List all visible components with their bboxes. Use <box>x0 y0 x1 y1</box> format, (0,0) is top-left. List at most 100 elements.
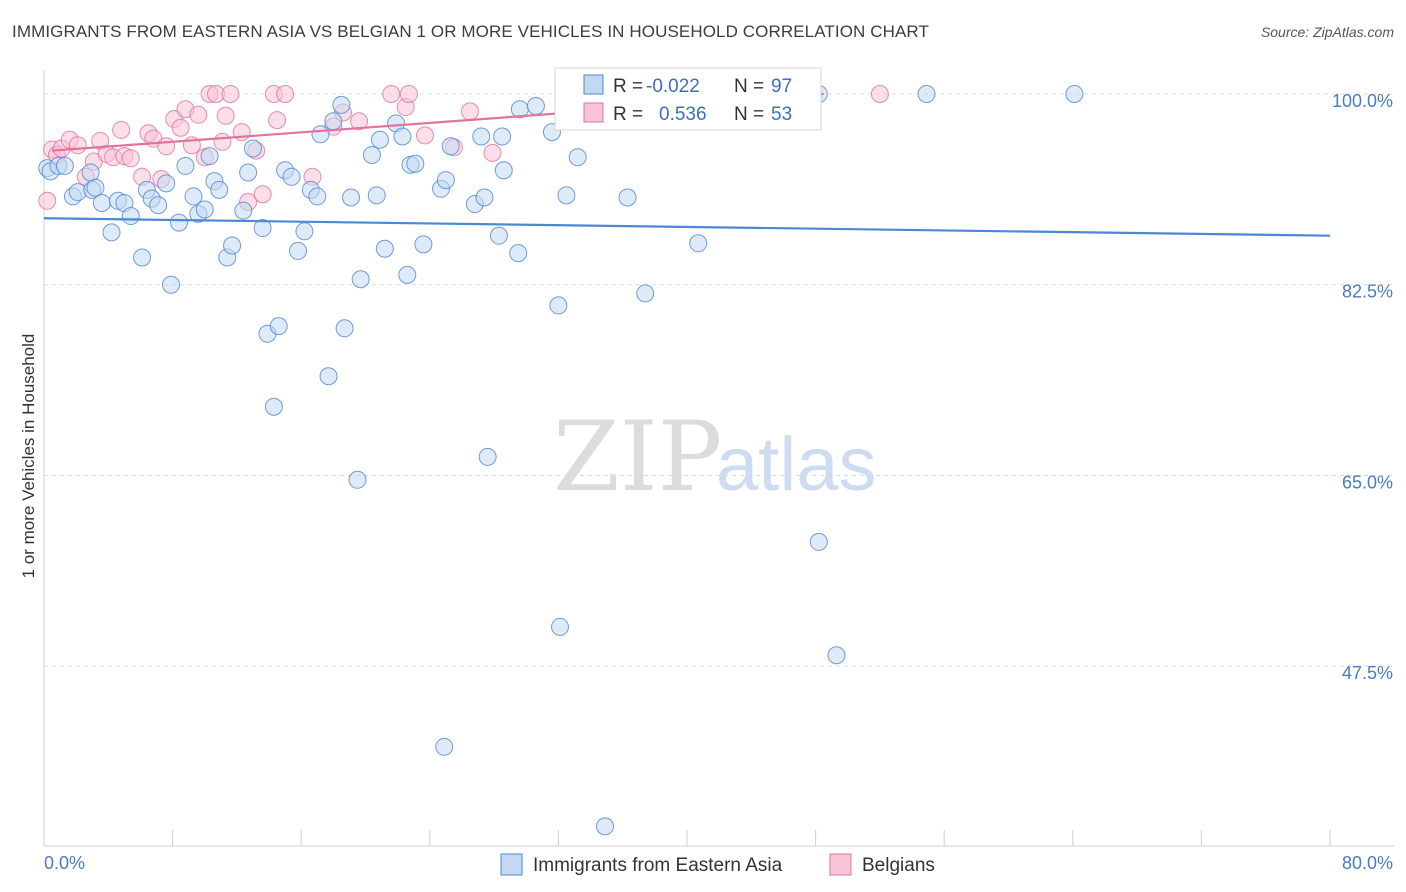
eastern-asia-point <box>618 188 637 207</box>
eastern-asia-point <box>161 275 180 294</box>
belgians-point <box>415 126 434 145</box>
eastern-asia-point <box>121 207 140 226</box>
y-tick-label: 100.0% <box>1332 91 1393 111</box>
eastern-asia-point <box>295 222 314 241</box>
belgians-point <box>171 118 190 137</box>
eastern-asia-point <box>393 127 412 146</box>
eastern-asia-point <box>809 532 828 551</box>
eastern-asia-point <box>689 234 708 253</box>
eastern-asia-point <box>493 127 512 146</box>
eastern-asia-point <box>133 248 152 267</box>
watermark-atlas: atlas <box>716 422 877 507</box>
eastern-asia-point <box>414 235 433 254</box>
correlation-legend: R = -0.022 N = 97 R = 0.536 N = 53 <box>554 67 822 131</box>
eastern-asia-point <box>526 96 545 115</box>
series-eastern-asia <box>38 84 1084 836</box>
belgians-point <box>157 137 176 156</box>
belgians-point <box>382 84 401 103</box>
bottom-legend-pink-label: Belgians <box>862 855 935 876</box>
eastern-asia-point <box>92 193 111 212</box>
legend-pink-n-value: 53 <box>771 104 792 125</box>
eastern-asia-point <box>557 186 576 205</box>
legend-pink-r-value: 0.536 <box>659 104 707 125</box>
eastern-asia-point <box>478 447 497 466</box>
belgians-point <box>268 111 287 130</box>
eastern-asia-point <box>264 397 283 416</box>
y-tick-label: 82.5% <box>1342 282 1393 302</box>
legend-blue-swatch <box>583 74 604 95</box>
eastern-asia-point <box>55 156 74 175</box>
eastern-asia-point <box>319 367 338 386</box>
legend-pink-n-label: N = <box>734 104 764 125</box>
belgians-point <box>216 106 235 125</box>
legend-blue-r-label: R = <box>613 76 643 97</box>
eastern-asia-point <box>827 646 846 665</box>
eastern-asia-point <box>335 319 354 338</box>
eastern-asia-point <box>184 187 203 206</box>
eastern-asia-point <box>269 317 288 336</box>
eastern-asia-point <box>436 171 455 190</box>
belgians-point <box>38 191 57 210</box>
eastern-asia-point <box>308 187 327 206</box>
eastern-asia-point <box>362 146 381 165</box>
legend-pink-r-label: R = <box>613 104 643 125</box>
eastern-asia-point <box>375 239 394 258</box>
eastern-asia-point <box>234 201 253 220</box>
belgians-point <box>276 84 295 103</box>
eastern-asia-point <box>406 154 425 173</box>
belgians-point <box>870 84 889 103</box>
eastern-asia-point <box>367 186 386 205</box>
source-label: Source: ZipAtlas.com <box>1260 24 1394 40</box>
eastern-asia-point <box>282 167 301 186</box>
eastern-asia-point <box>509 244 528 263</box>
eastern-asia-point <box>157 174 176 193</box>
belgians-point <box>460 102 479 121</box>
y-tick-label: 47.5% <box>1342 663 1393 683</box>
eastern-asia-point <box>288 241 307 260</box>
chart-title: IMMIGRANTS FROM EASTERN ASIA VS BELGIAN … <box>12 22 929 41</box>
eastern-asia-point <box>176 156 195 175</box>
belgians-point <box>68 136 87 155</box>
eastern-asia-point <box>311 125 330 144</box>
eastern-asia-point <box>568 148 587 167</box>
eastern-asia-point <box>917 84 936 103</box>
eastern-asia-trend-line <box>43 217 1331 237</box>
eastern-asia-point <box>210 180 229 199</box>
belgians-point <box>253 185 272 204</box>
eastern-asia-point <box>489 226 508 245</box>
eastern-asia-point <box>398 265 417 284</box>
eastern-asia-point <box>348 470 367 489</box>
y-axis-title: 1 or more Vehicles in Household <box>19 334 38 579</box>
eastern-asia-point <box>253 219 272 238</box>
x-tick-label-max: 80.0% <box>1342 853 1393 873</box>
belgians-point <box>112 120 131 139</box>
eastern-asia-point <box>435 737 454 756</box>
eastern-asia-point <box>239 163 258 182</box>
legend-blue-n-label: N = <box>734 76 764 97</box>
x-tick-label-min: 0.0% <box>44 853 85 873</box>
eastern-asia-point <box>596 817 615 836</box>
eastern-asia-point <box>475 188 494 207</box>
eastern-asia-point <box>324 112 343 131</box>
bottom-legend-pink-swatch <box>829 853 852 876</box>
eastern-asia-point <box>551 617 570 636</box>
legend-pink-swatch <box>583 102 604 123</box>
belgians-point <box>399 84 418 103</box>
y-tick-label: 65.0% <box>1342 472 1393 492</box>
y-tick-labels: 100.0% 82.5% 65.0% 47.5% <box>1332 91 1393 683</box>
eastern-asia-point <box>636 284 655 303</box>
bottom-legend-blue-label: Immigrants from Eastern Asia <box>533 855 783 876</box>
belgians-point <box>350 112 369 131</box>
belgians-point <box>121 149 140 168</box>
eastern-asia-point <box>351 270 370 289</box>
legend-blue-n-value: 97 <box>771 76 792 97</box>
eastern-asia-point <box>149 196 168 215</box>
x-ticks <box>172 830 1331 846</box>
belgians-point <box>221 84 240 103</box>
eastern-asia-point <box>243 139 262 158</box>
eastern-asia-point <box>200 147 219 166</box>
eastern-asia-point <box>86 178 105 197</box>
eastern-asia-point <box>223 236 242 255</box>
eastern-asia-point <box>441 137 460 156</box>
